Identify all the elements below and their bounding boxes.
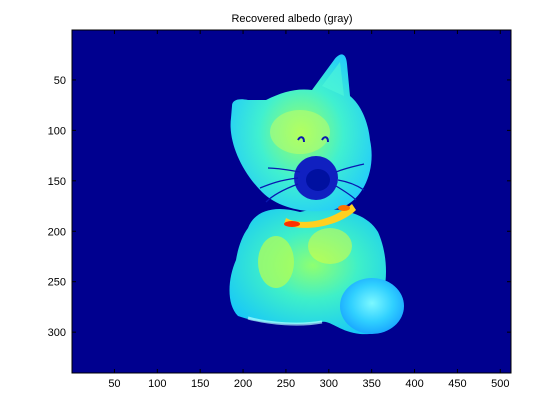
x-tick-label: 450	[448, 378, 466, 390]
cat-paw	[340, 278, 404, 334]
x-tick-label: 400	[405, 378, 423, 390]
chest-highlight	[308, 228, 352, 264]
cat-ear-right	[322, 62, 344, 96]
leg-highlight	[258, 236, 294, 288]
y-tick-label: 300	[48, 327, 66, 339]
x-tick-label: 100	[148, 378, 166, 390]
plot-frame	[71, 29, 512, 374]
whiskers	[259, 163, 365, 203]
y-axis: 50 100 150 200 250 300	[48, 75, 511, 339]
y-tick-label: 200	[48, 226, 66, 238]
x-axis: 50 100 150 200 250 300 350 400 450 500	[108, 30, 509, 390]
y-tick-label: 250	[48, 277, 66, 289]
x-tick-label: 150	[191, 378, 209, 390]
collar	[284, 204, 356, 228]
x-tick-label: 200	[234, 378, 252, 390]
cat-eye-right	[321, 136, 329, 143]
x-tick-label: 500	[491, 378, 509, 390]
collar-red	[284, 221, 300, 227]
cat-base	[247, 316, 323, 326]
cheek-highlight	[270, 110, 330, 154]
y-tick-label: 150	[48, 176, 66, 188]
chart-title: Recovered albedo (gray)	[231, 13, 352, 25]
albedo-image	[229, 54, 404, 335]
y-tick-label: 50	[54, 75, 66, 87]
cat-eye-left	[297, 136, 305, 143]
x-tick-label: 50	[108, 378, 120, 390]
cat-nose-dark	[306, 169, 330, 191]
collar-red-right	[338, 205, 350, 211]
x-tick-label: 350	[362, 378, 380, 390]
x-tick-label: 250	[277, 378, 295, 390]
y-tick-label: 100	[48, 125, 66, 137]
x-tick-label: 300	[320, 378, 338, 390]
